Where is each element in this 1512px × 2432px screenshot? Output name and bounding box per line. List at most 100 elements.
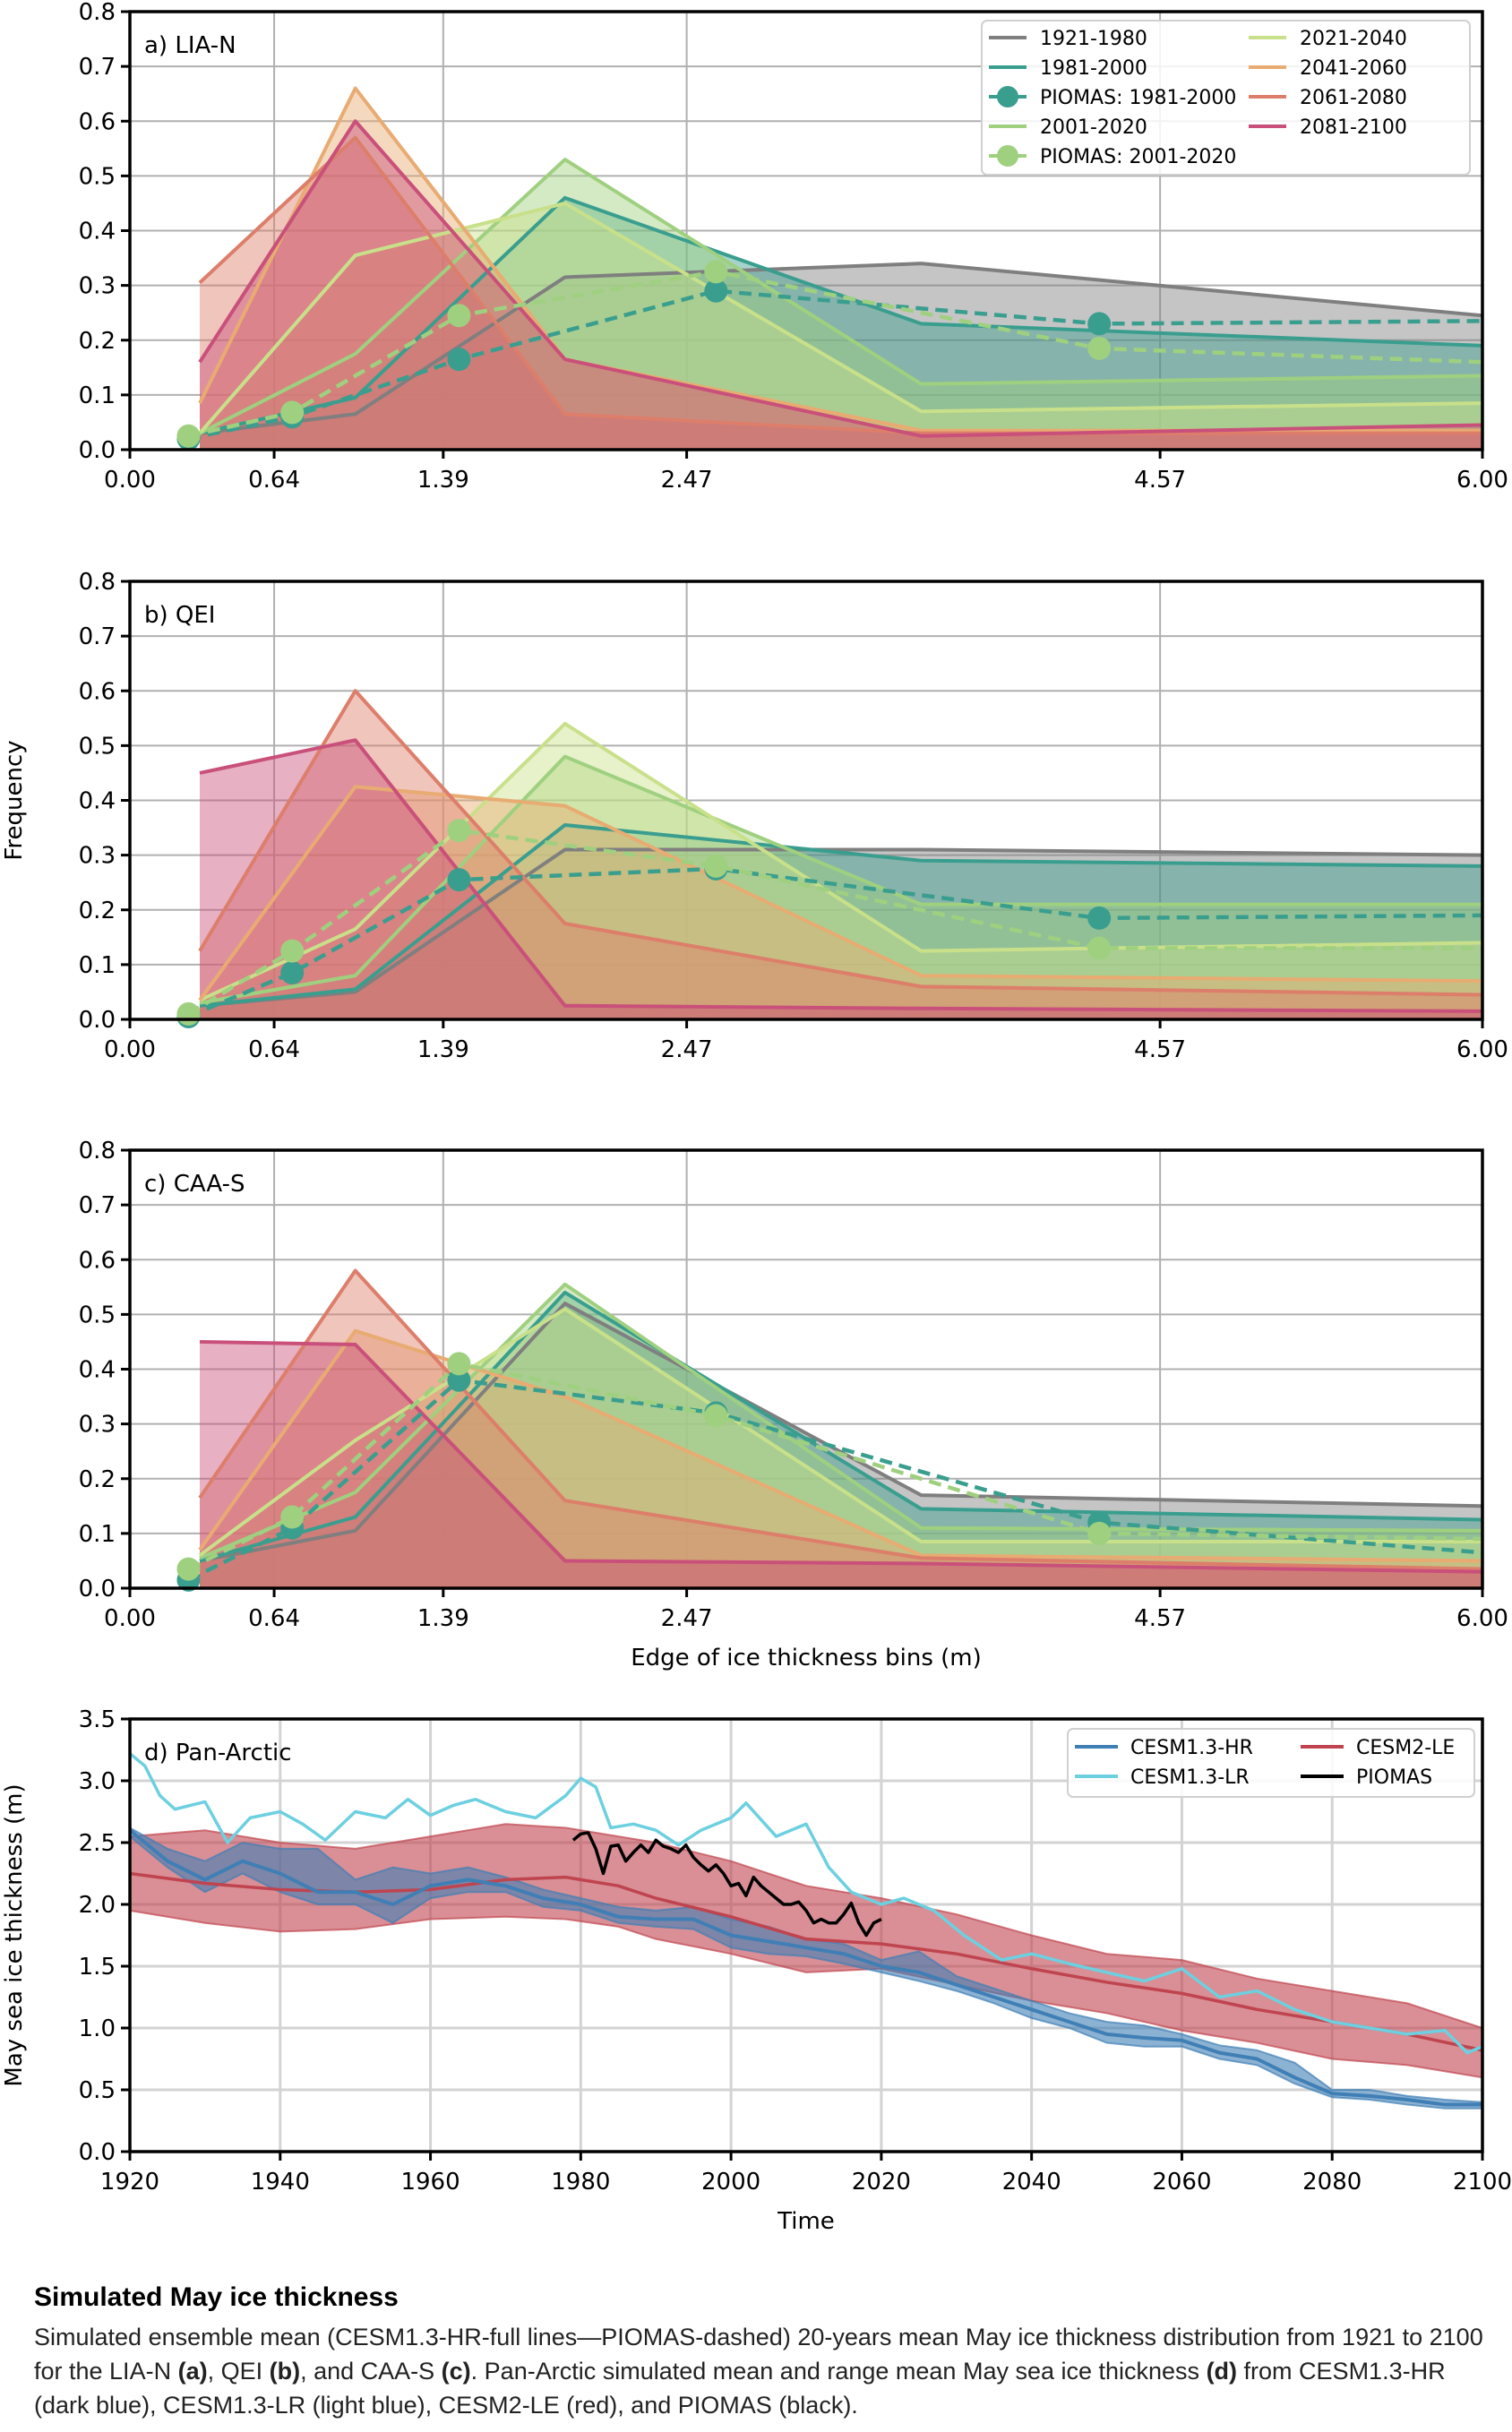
- x-tick-label: 2100: [1453, 2169, 1512, 2196]
- line-1981-2000: [199, 1290, 1483, 1563]
- legend-marker: [997, 145, 1018, 167]
- y-tick-label: 0.3: [79, 273, 116, 300]
- x-tick-label: 6.00: [1456, 467, 1508, 494]
- piomas-marker: [1087, 936, 1112, 960]
- legend: CESM1.3-HR CESM1.3-LR CESM2-LE PIOMAS: [1067, 1728, 1475, 1798]
- y-tick-label: 0.5: [79, 163, 116, 190]
- legend-item: 2061-2080: [1249, 87, 1407, 109]
- legend-label: 2081-2100: [1300, 116, 1407, 139]
- piomas-marker: [280, 1505, 305, 1529]
- piomas-marker: [447, 819, 471, 843]
- y-tick-label: 0.0: [79, 2139, 116, 2166]
- legend-label: 2021-2040: [1300, 28, 1407, 50]
- legend-label: PIOMAS: 2001-2020: [1040, 146, 1236, 168]
- x-tick-label: 2080: [1302, 2169, 1362, 2196]
- line-2001-2020: [199, 754, 1482, 1005]
- area-2001-2020: [200, 1284, 1483, 1588]
- area-2041-2060: [200, 88, 1483, 450]
- panel-label: d) Pan-Arctic: [144, 1740, 292, 1766]
- line-2061-2080: [198, 689, 1483, 997]
- caption-panel-ref: (b): [269, 2358, 301, 2385]
- line-2041-2060: [198, 785, 1483, 1001]
- line-1921-1980: [199, 262, 1483, 435]
- x-axis-title: Time: [777, 2208, 835, 2235]
- legend-item: 2001-2020: [989, 116, 1147, 139]
- piomas-marker: [176, 1001, 201, 1026]
- x-tick-label: 2.47: [661, 1036, 713, 1063]
- line-cesm1.3-lr: [128, 1752, 1483, 2055]
- y-tick-label: 0.4: [79, 219, 116, 245]
- piomas-marker: [1087, 906, 1112, 930]
- area-2021-2040: [200, 723, 1483, 1019]
- caption-panel-ref: (c): [441, 2358, 471, 2385]
- legend-marker: [997, 86, 1018, 107]
- piomas-marker: [447, 1368, 471, 1392]
- x-tick-label: 6.00: [1456, 1605, 1508, 1632]
- panel-label: c) CAA-S: [144, 1171, 245, 1198]
- area-2081-2100: [200, 121, 1483, 450]
- line-1921-1980: [199, 1302, 1483, 1563]
- piomas-marker: [176, 1557, 201, 1581]
- y-tick-label: 0.2: [79, 1466, 116, 1493]
- area-2041-2060: [200, 786, 1483, 1019]
- caption-panel-ref: (d): [1206, 2358, 1238, 2385]
- legend-item: PIOMAS: 2001-2020: [989, 145, 1236, 168]
- panel-label: b) QEI: [144, 602, 215, 629]
- piomas-marker: [447, 348, 471, 372]
- y-tick-label: 0.6: [79, 108, 116, 135]
- x-tick-label: 4.57: [1134, 467, 1186, 494]
- x-tick-label: 2.47: [661, 1605, 713, 1632]
- x-tick-label: 1960: [400, 2169, 460, 2196]
- x-tick-label: 2.47: [661, 467, 713, 494]
- y-tick-label: 0.1: [79, 1521, 116, 1548]
- piomas-marker: [704, 854, 728, 878]
- piomas-line-PIOMAS: 1981-2000: [187, 288, 1483, 441]
- legend-item: CESM1.3-HR: [1075, 1737, 1253, 1759]
- piomas-marker: [280, 939, 305, 963]
- legend-item: 1921-1980: [989, 28, 1147, 50]
- y-tick-label: 0.6: [79, 1247, 116, 1274]
- x-tick-label: 0.00: [104, 467, 156, 494]
- piomas-marker: [1087, 336, 1112, 360]
- y-tick-label: 0.6: [79, 678, 116, 705]
- y-tick-label: 0.2: [79, 328, 116, 355]
- x-tick-label: 4.57: [1134, 1605, 1186, 1632]
- piomas-line-PIOMAS: 2001-2020: [187, 828, 1482, 1016]
- line-2081-2100: [199, 738, 1483, 1013]
- area-2041-2060: [200, 1330, 1483, 1588]
- legend-label: 2041-2060: [1300, 57, 1407, 80]
- piomas-marker: [447, 868, 471, 892]
- x-axis-title: Edge of ice thickness bins (m): [631, 1645, 982, 1671]
- x-tick-label: 1980: [551, 2169, 610, 2196]
- legend-label: PIOMAS: 1981-2000: [1040, 87, 1236, 109]
- x-tick-label: 1.39: [417, 467, 469, 494]
- caption-text: Simulated ensemble mean (CESM1.3-HR-full…: [34, 2324, 1483, 2385]
- area-1981-2000: [200, 197, 1483, 450]
- y-tick-label: 0.1: [79, 952, 116, 979]
- piomas-marker: [704, 279, 728, 303]
- y-tick-label: 1.0: [79, 2015, 116, 2042]
- piomas-marker: [280, 961, 305, 985]
- piomas-marker: [447, 304, 471, 328]
- caption-text: . Pan-Arctic simulated mean and range me…: [470, 2358, 1207, 2385]
- x-tick-label: 6.00: [1456, 1036, 1508, 1063]
- piomas-line-PIOMAS: 2001-2020: [187, 1361, 1483, 1571]
- line-2021-2040: [198, 201, 1483, 434]
- x-tick-label: 0.64: [248, 1036, 300, 1063]
- x-tick-label: 1.39: [417, 1036, 469, 1063]
- y-tick-label: 0.0: [79, 437, 116, 464]
- y-axis-title: Frequency: [1, 740, 28, 860]
- panel-c-caa-s: 0.00 0.64 1.39 2.47 4.57 6.00 0.0 0.1 0.2 0.3 0.4 0…: [79, 1138, 1508, 1671]
- y-tick-label: 0.4: [79, 788, 116, 815]
- piomas-marker: [704, 1404, 728, 1428]
- area-2001-2020: [200, 756, 1483, 1019]
- line-2041-2060: [198, 1328, 1483, 1563]
- piomas-marker: [704, 260, 728, 284]
- area-2081-2100: [200, 1341, 1483, 1588]
- x-tick-label: 0.64: [248, 467, 300, 494]
- x-tick-label: 2000: [701, 2169, 760, 2196]
- panel-a-lia-n: 0.00 0.64 1.39 2.47 4.57 6.00 0.0 0.1 0.2 0.3 0.4 0…: [79, 0, 1508, 494]
- legend-item: PIOMAS: [1301, 1766, 1432, 1789]
- x-tick-label: 2020: [852, 2169, 911, 2196]
- caption-text: , and CAA-S: [300, 2358, 442, 2385]
